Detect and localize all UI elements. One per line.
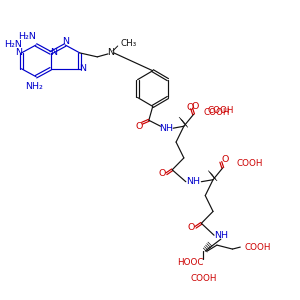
Text: NH: NH (214, 231, 228, 240)
Text: N: N (107, 48, 114, 57)
Text: NH: NH (159, 124, 173, 133)
Text: CH₃: CH₃ (121, 40, 137, 49)
Text: O: O (221, 155, 228, 164)
Text: O: O (159, 169, 166, 178)
Text: COOH: COOH (190, 274, 217, 283)
Text: NH: NH (187, 177, 201, 186)
Text: O: O (135, 122, 143, 131)
Text: COOH: COOH (244, 243, 271, 252)
Text: O: O (192, 102, 199, 111)
Text: O: O (188, 223, 195, 232)
Text: N: N (50, 48, 57, 57)
Text: H₂N: H₂N (18, 32, 36, 40)
Text: COOH: COOH (203, 108, 230, 117)
Text: NH₂: NH₂ (25, 82, 43, 91)
Text: HOOC: HOOC (177, 258, 203, 267)
Text: COOH: COOH (207, 106, 234, 115)
Text: COOH: COOH (236, 159, 263, 168)
Text: N: N (79, 64, 86, 73)
Text: O: O (187, 103, 194, 112)
Text: N: N (15, 48, 22, 57)
Text: H₂N: H₂N (4, 40, 22, 50)
Text: N: N (62, 37, 69, 46)
